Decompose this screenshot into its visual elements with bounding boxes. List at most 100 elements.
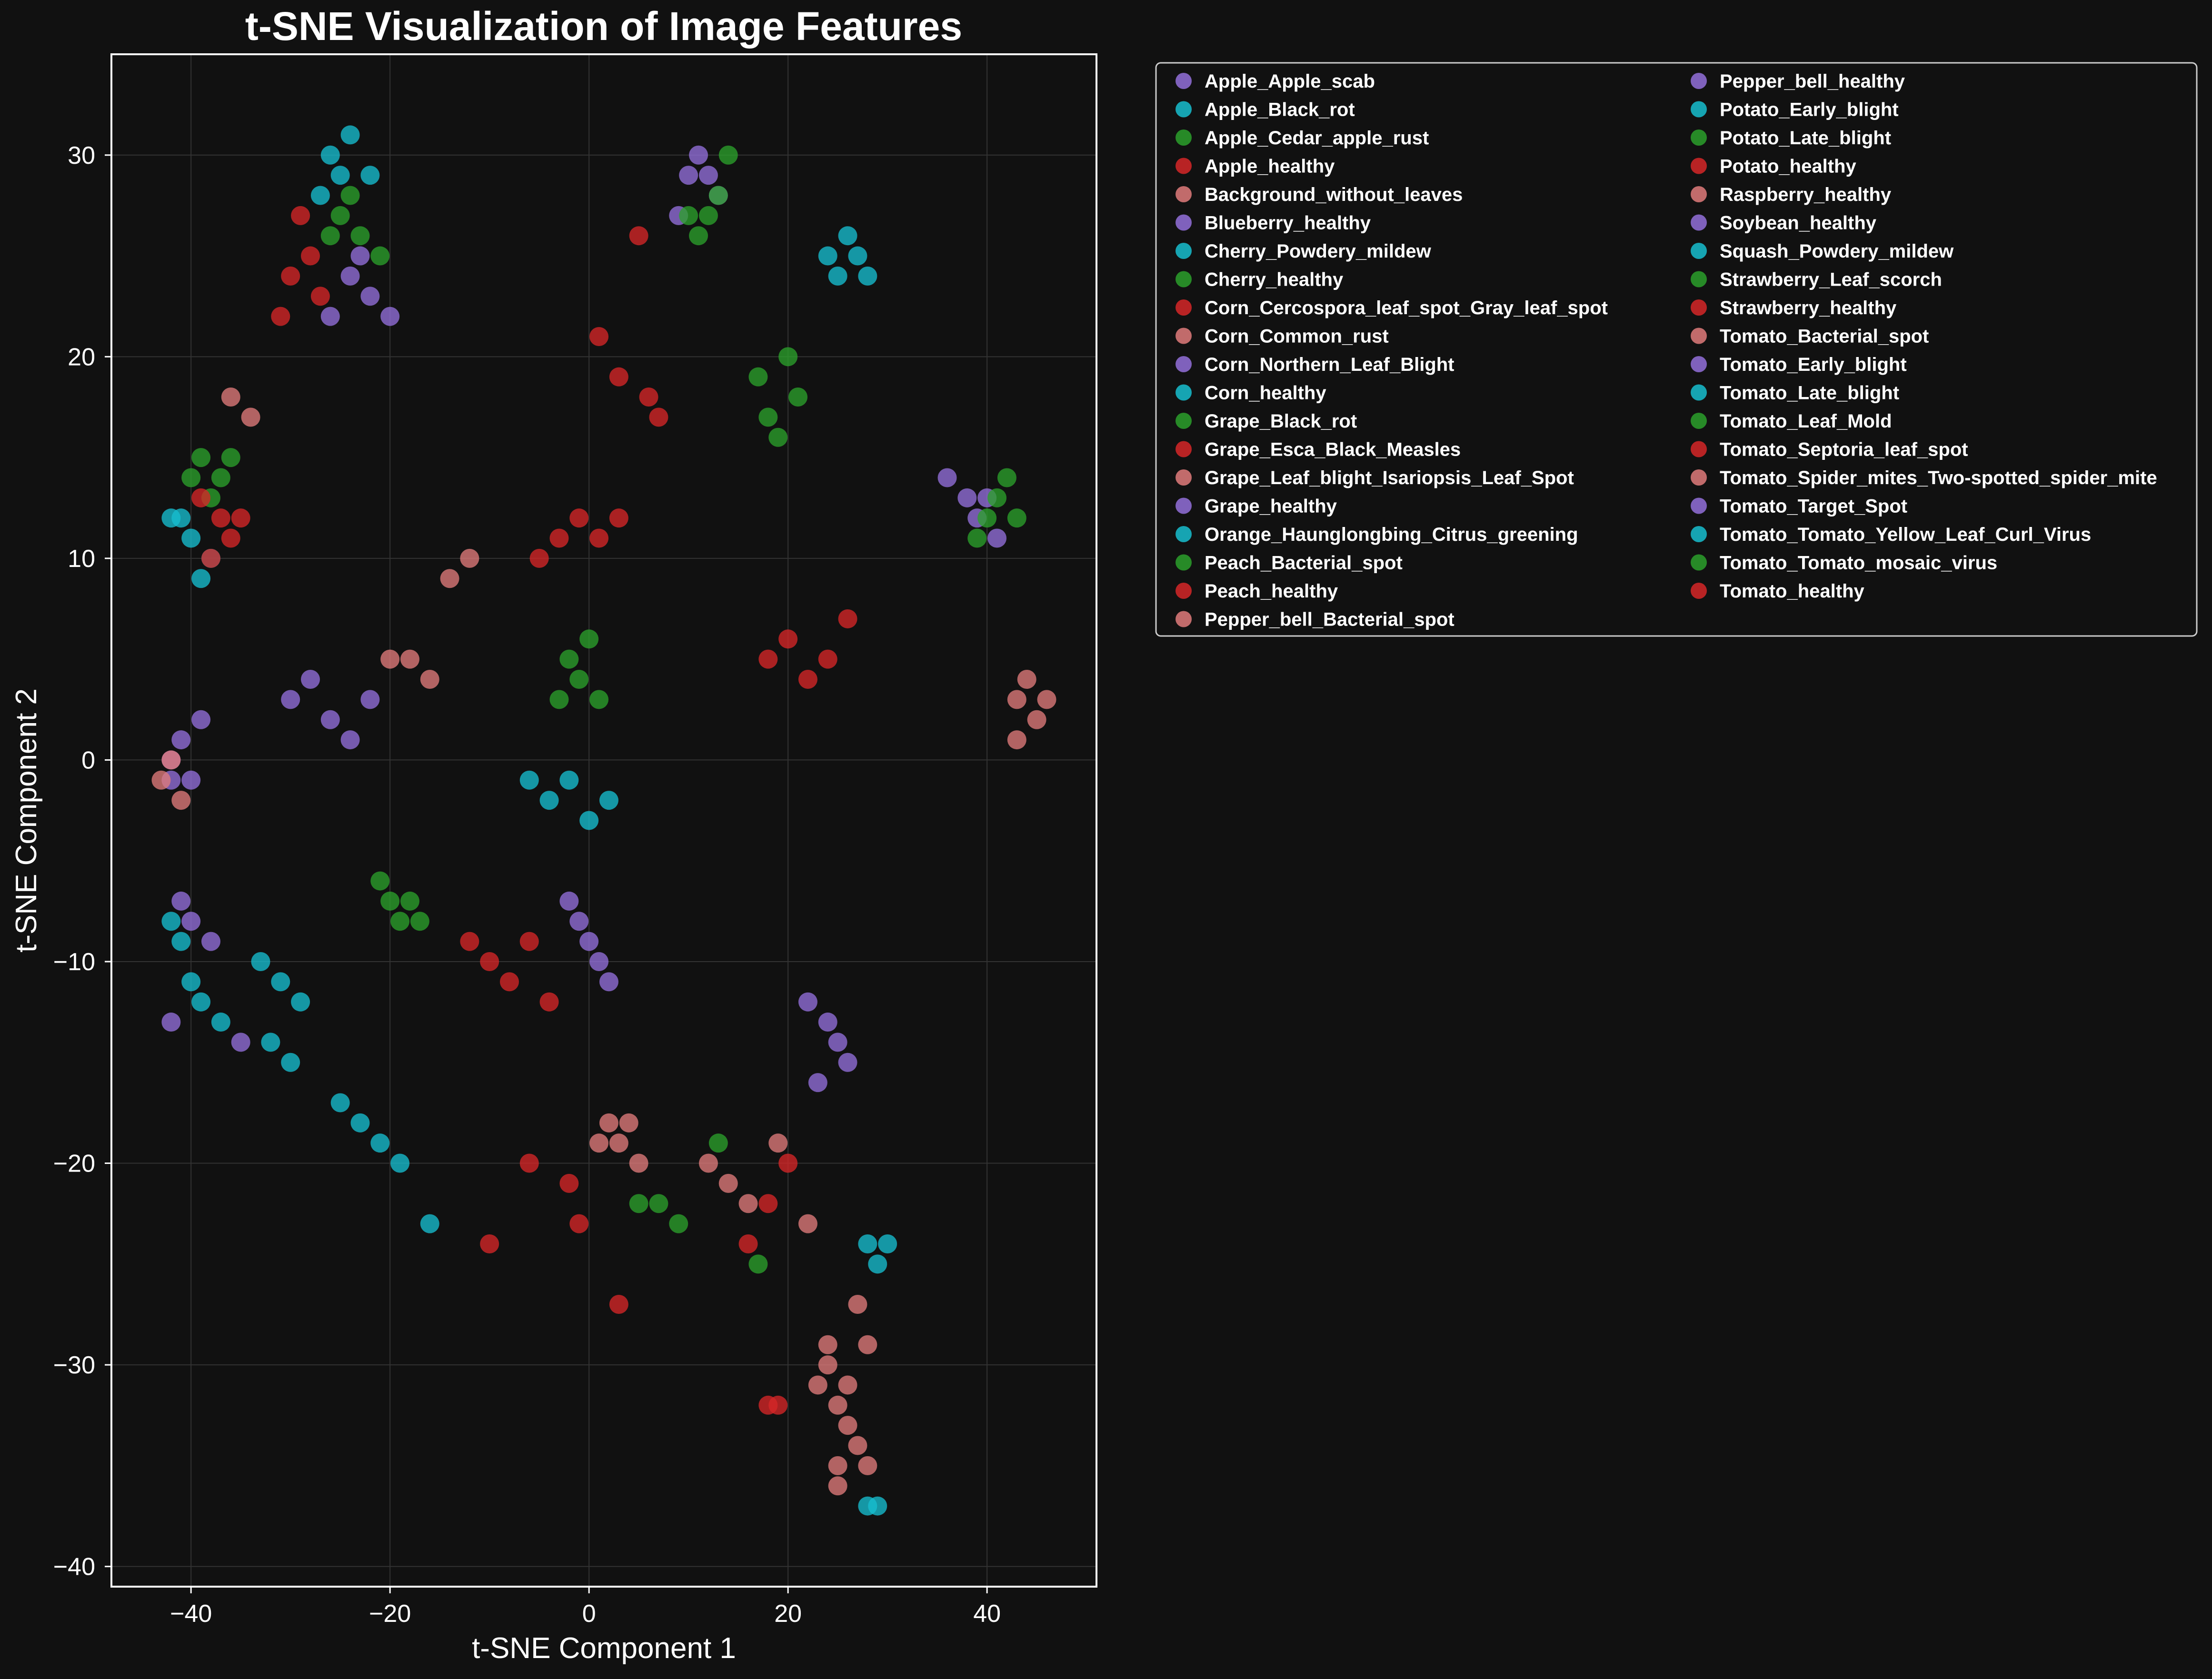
legend-label: Tomato_Leaf_Mold xyxy=(1720,411,1892,432)
data-point xyxy=(340,730,360,750)
data-point xyxy=(539,992,559,1012)
data-point xyxy=(858,1456,877,1475)
data-point xyxy=(559,1173,579,1193)
data-point xyxy=(420,1214,439,1233)
data-point xyxy=(738,1194,758,1213)
data-point xyxy=(281,690,300,709)
data-point xyxy=(957,488,977,507)
data-point xyxy=(480,952,499,971)
legend-label: Tomato_Spider_mites_Two-spotted_spider_m… xyxy=(1720,467,2157,488)
data-point xyxy=(1007,690,1026,709)
data-point xyxy=(360,166,380,185)
data-point xyxy=(380,307,400,326)
legend-label: Strawberry_Leaf_scorch xyxy=(1720,269,1942,290)
data-point xyxy=(480,1234,499,1253)
data-point xyxy=(977,508,997,528)
data-point xyxy=(758,407,778,427)
data-point xyxy=(191,992,211,1012)
legend-label: Grape_Esca_Black_Measles xyxy=(1205,439,1461,460)
data-point xyxy=(748,367,768,387)
data-point xyxy=(460,932,479,951)
data-point xyxy=(838,1053,857,1072)
data-point xyxy=(937,468,957,487)
data-point xyxy=(559,770,579,790)
legend-marker xyxy=(1691,469,1707,486)
legend-label: Peach_Bacterial_spot xyxy=(1205,553,1403,574)
data-point xyxy=(390,912,410,931)
data-point xyxy=(798,992,817,1012)
data-point xyxy=(698,206,718,225)
data-point xyxy=(569,508,589,528)
y-tick-label: 30 xyxy=(68,142,95,169)
data-point xyxy=(669,1214,688,1233)
data-point xyxy=(718,145,738,165)
data-point xyxy=(291,992,310,1012)
data-point xyxy=(350,226,370,246)
data-point xyxy=(569,912,589,931)
data-point xyxy=(808,1073,827,1093)
data-point xyxy=(838,1416,857,1435)
data-point xyxy=(848,1295,867,1314)
data-point xyxy=(858,266,877,286)
data-point xyxy=(987,488,1007,507)
data-point xyxy=(440,569,459,588)
legend-marker xyxy=(1176,469,1192,486)
axes: −40 −20 0 20 40 −40 −30 −20 −10 0 10 20 30 xyxy=(53,142,1001,1628)
data-point xyxy=(559,891,579,911)
data-point xyxy=(689,226,708,246)
data-point xyxy=(320,226,340,246)
data-point xyxy=(848,246,867,266)
data-point xyxy=(689,145,708,165)
data-point xyxy=(191,569,211,588)
data-point xyxy=(818,246,837,266)
data-point xyxy=(778,347,798,367)
legend-label: Apple_healthy xyxy=(1205,156,1335,177)
legend-marker xyxy=(1691,158,1707,174)
data-point xyxy=(201,548,220,568)
legend-marker xyxy=(1176,356,1192,372)
data-point xyxy=(818,1335,837,1354)
data-point xyxy=(281,266,300,286)
data-point xyxy=(748,1254,768,1274)
data-point xyxy=(698,166,718,185)
data-point xyxy=(698,1153,718,1173)
legend-label: Potato_Early_blight xyxy=(1720,99,1899,120)
data-point xyxy=(778,1153,798,1173)
data-point xyxy=(519,932,539,951)
legend-marker xyxy=(1176,73,1192,89)
data-point xyxy=(370,246,390,266)
legend-marker xyxy=(1176,101,1192,118)
data-point xyxy=(649,407,668,427)
legend: Apple_Apple_scab Apple_Black_rot Apple_Ced… xyxy=(1155,62,2198,637)
data-point xyxy=(251,952,270,971)
legend-marker xyxy=(1176,554,1192,571)
data-point xyxy=(589,327,609,346)
data-point xyxy=(589,528,609,548)
data-point xyxy=(778,629,798,649)
data-point xyxy=(161,1013,181,1032)
legend-label: Squash_Powdery_mildew xyxy=(1720,241,1954,262)
data-point xyxy=(320,307,340,326)
y-tick-label: −40 xyxy=(53,1553,95,1581)
data-point xyxy=(291,206,310,225)
data-point xyxy=(221,387,240,407)
data-point xyxy=(241,407,260,427)
data-point xyxy=(639,387,658,407)
data-point xyxy=(400,891,419,911)
data-point xyxy=(599,972,618,992)
data-point xyxy=(171,730,191,750)
y-tick-label: −20 xyxy=(53,1150,95,1178)
legend-marker xyxy=(1691,526,1707,542)
data-point xyxy=(410,912,429,931)
x-tick-label: −40 xyxy=(170,1600,212,1628)
data-point xyxy=(868,1496,887,1516)
legend-marker xyxy=(1176,328,1192,344)
data-point xyxy=(798,1214,817,1233)
data-point xyxy=(768,1395,788,1415)
data-point xyxy=(191,710,211,729)
data-point xyxy=(868,1254,887,1274)
legend-marker xyxy=(1691,271,1707,288)
data-point xyxy=(878,1234,897,1253)
data-point xyxy=(549,528,569,548)
data-point xyxy=(589,1133,609,1153)
